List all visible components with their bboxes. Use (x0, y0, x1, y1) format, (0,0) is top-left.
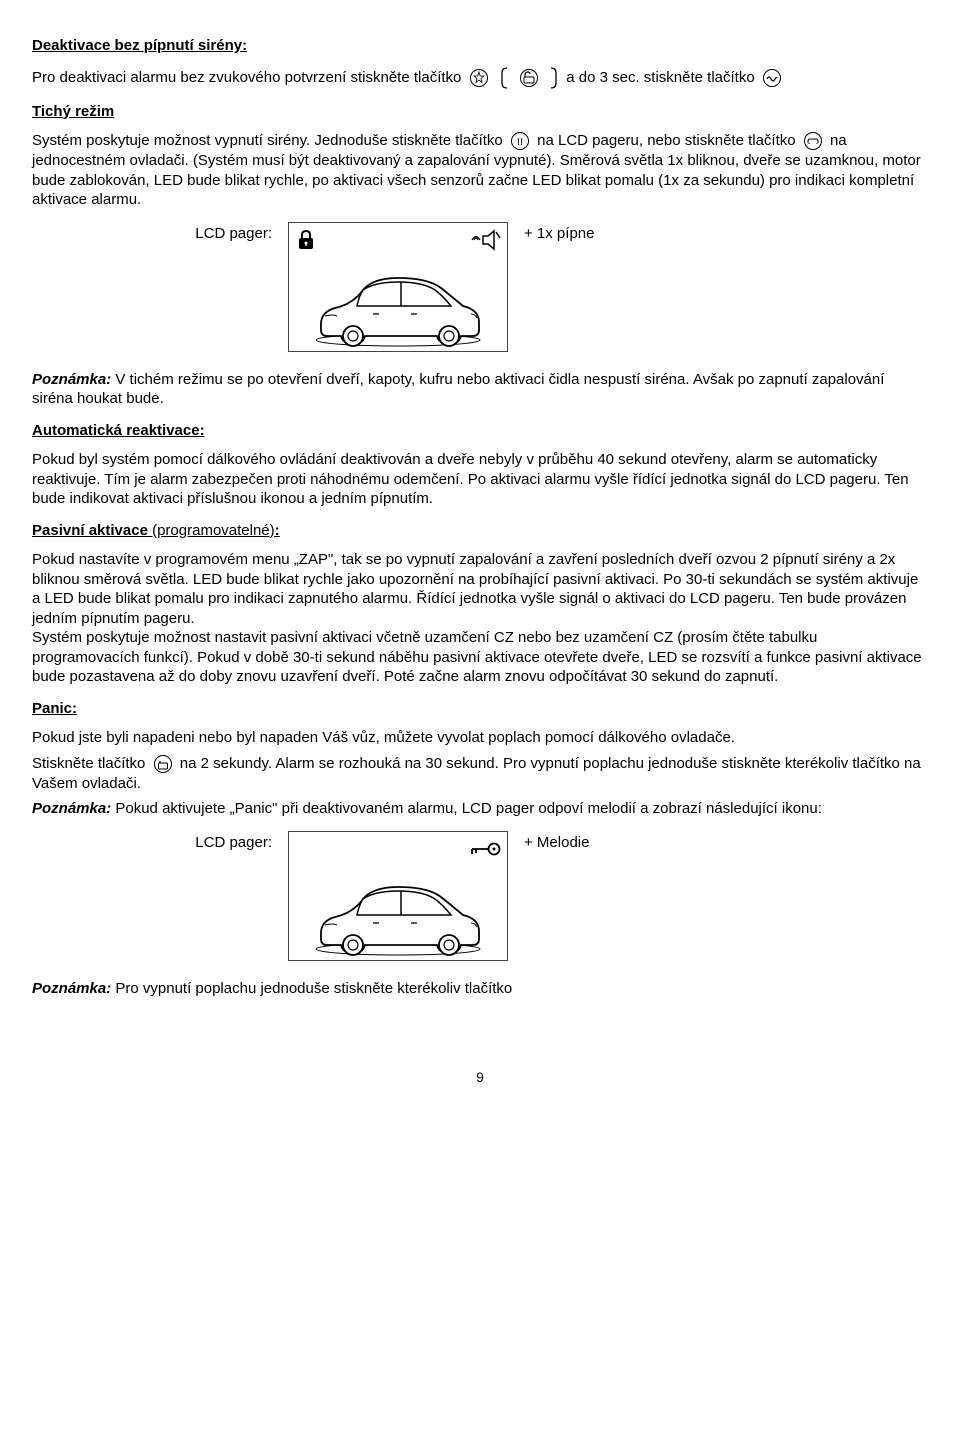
text: Pro deaktivaci alarmu bez zvukového potv… (32, 68, 466, 85)
heading-passive: Pasivní aktivace (programovatelné): (32, 521, 928, 541)
car-icon (303, 266, 493, 351)
note-silent: Poznámka: V tichém režimu se po otevření… (32, 370, 928, 409)
lcd-display-row-1: LCD pager: (32, 222, 928, 352)
car-icon (303, 875, 493, 960)
lcd-car-area (289, 872, 507, 964)
lcd-screen (288, 222, 508, 352)
text: (programovatelné) (148, 522, 275, 539)
bracket-close-icon (549, 66, 559, 90)
key-icon (469, 840, 501, 864)
text: : (275, 522, 280, 539)
lock-closed-icon (295, 228, 317, 258)
heading-silent: Tichý režim (32, 102, 928, 122)
sound-mute-icon (471, 228, 501, 258)
lcd-car-area (289, 263, 507, 355)
text: Pokud aktivujete „Panic" při deaktivovan… (111, 800, 822, 817)
car-button-icon (803, 131, 823, 151)
paragraph-panic-1: Pokud jste byli napadeni nebo byl napade… (32, 728, 928, 748)
lock-button-icon (153, 754, 173, 774)
lcd-label: LCD pager: (32, 222, 288, 244)
paragraph-deactivate: Pro deaktivaci alarmu bez zvukového potv… (32, 66, 928, 90)
lcd-status-row (289, 223, 507, 263)
text: Pasivní aktivace (32, 522, 148, 539)
wave-icon (762, 68, 782, 88)
note-label: Poznámka: (32, 371, 111, 388)
text: V tichém režimu se po otevření dveří, ka… (32, 371, 884, 408)
text: Systém poskytuje možnost vypnutí sirény.… (32, 132, 507, 149)
star-icon (469, 68, 489, 88)
lcd-label: LCD pager: (32, 831, 288, 853)
paragraph-panic-2: Stiskněte tlačítko na 2 sekundy. Alarm s… (32, 754, 928, 794)
lcd-status-row (289, 832, 507, 872)
text: Pro vypnutí poplachu jednoduše stiskněte… (111, 980, 512, 997)
paragraph-passive: Pokud nastavíte v programovém menu „ZAP"… (32, 550, 928, 687)
lcd-screen (288, 831, 508, 961)
ii-icon: II (510, 131, 530, 151)
heading-panic: Panic: (32, 699, 928, 719)
text: na LCD pageru, nebo stiskněte tlačítko (537, 132, 800, 149)
paragraph-silent: Systém poskytuje možnost vypnutí sirény.… (32, 131, 928, 210)
heading-auto-reactivate: Automatická reaktivace: (32, 421, 928, 441)
bracket-open-icon (499, 66, 509, 90)
heading-deactivate: Deaktivace bez pípnutí sirény: (32, 36, 928, 56)
unlock-icon (519, 68, 539, 88)
lcd-display-row-2: LCD pager: + Melodie (32, 831, 928, 961)
lcd-result: + Melodie (508, 831, 589, 853)
note-stop-panic: Poznámka: Pro vypnutí poplachu jednoduše… (32, 979, 928, 999)
paragraph-auto-reactivate: Pokud byl systém pomocí dálkového ovládá… (32, 450, 928, 509)
note-label: Poznámka: (32, 980, 111, 997)
page-number: 9 (32, 1068, 928, 1086)
text: a do 3 sec. stiskněte tlačítko (566, 68, 759, 85)
note-panic: Poznámka: Pokud aktivujete „Panic" při d… (32, 799, 928, 819)
text: Stiskněte tlačítko (32, 755, 150, 772)
svg-text:II: II (517, 137, 523, 147)
lcd-result: + 1x pípne (508, 222, 594, 244)
note-label: Poznámka: (32, 800, 111, 817)
